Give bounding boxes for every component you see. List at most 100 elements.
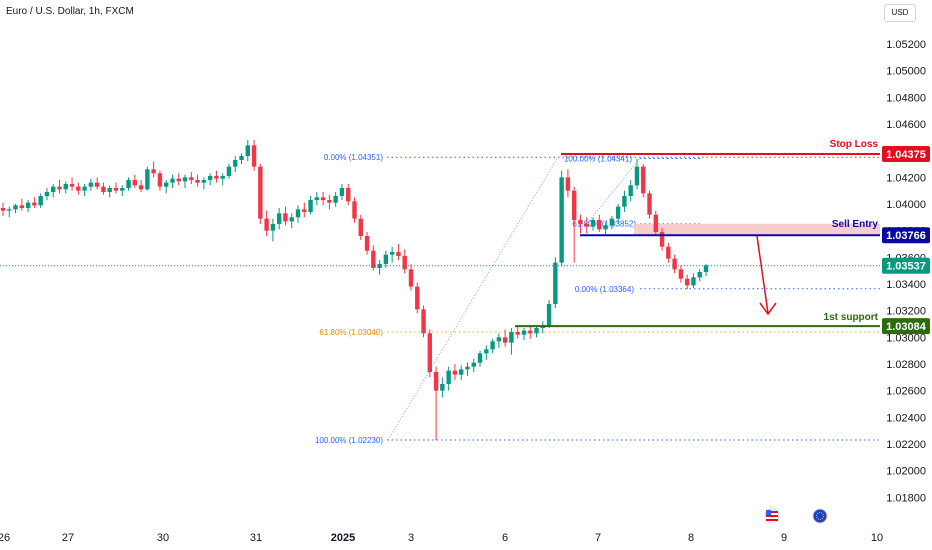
candle-body (459, 369, 464, 375)
stop-loss-label: Stop Loss (830, 139, 879, 150)
candle-body (283, 213, 288, 222)
candle-body (295, 209, 301, 218)
x-tick-label: 2025 (331, 532, 355, 544)
x-tick-label: 7 (595, 532, 601, 544)
y-tick-label: 1.03200 (886, 306, 926, 318)
candle-body (32, 202, 37, 206)
price-tag-label: 1.03537 (886, 261, 926, 273)
candle-body (402, 256, 407, 270)
candle-body (51, 186, 56, 192)
candle-body (509, 332, 514, 343)
candle-body (502, 337, 508, 343)
candle-body (157, 173, 163, 187)
price-tag-bg (882, 318, 930, 335)
candle-body (88, 182, 94, 187)
currency-button[interactable]: USD (884, 4, 916, 22)
candle-body (515, 332, 520, 335)
candle-body (383, 254, 389, 264)
candle-body (57, 186, 62, 190)
y-tick-label: 1.04000 (886, 199, 926, 211)
candle-body (182, 177, 188, 182)
candle-body (684, 278, 690, 286)
us-flag-stripe (766, 511, 778, 513)
fib-label: 61.80% (1.03040) (319, 328, 383, 337)
price-tag-label: 1.03084 (886, 321, 927, 333)
price-tag-bg (882, 257, 930, 274)
candle-body (333, 196, 338, 203)
candle-body (245, 145, 250, 156)
candle-body (440, 384, 445, 391)
candle-body (69, 184, 75, 187)
candle-body (534, 328, 539, 334)
candle-body (289, 217, 294, 222)
candle-body (590, 220, 596, 227)
candle-body (120, 188, 125, 191)
us-flag-stripe (766, 519, 778, 521)
candle-body (452, 370, 458, 375)
candle-body (597, 220, 602, 230)
candle-body (578, 220, 583, 224)
candle-body (377, 264, 382, 268)
candle-body (151, 169, 156, 174)
candle-body (396, 252, 401, 256)
candle-body (276, 213, 282, 224)
candle-body (553, 262, 558, 304)
candle-body (371, 250, 376, 268)
y-tick-label: 1.04200 (886, 172, 926, 184)
candle-body (653, 214, 658, 232)
eu-flag-stars (816, 512, 824, 520)
candle-body (528, 330, 533, 334)
us-flag-canton (766, 510, 771, 515)
fib-trend-line (579, 158, 641, 233)
candle-body (44, 192, 50, 196)
candle-body (559, 177, 564, 263)
y-tick-label: 1.05000 (886, 66, 926, 78)
candle-body (415, 286, 420, 310)
candle-body (603, 225, 608, 230)
x-tick-label: 30 (157, 532, 169, 544)
candle-body (471, 362, 476, 367)
candle-body (364, 236, 370, 251)
candle-body (195, 180, 200, 183)
candle-body (189, 177, 194, 180)
y-tick-label: 1.02200 (886, 439, 926, 451)
candle-body (163, 182, 169, 187)
candle-body (678, 269, 684, 279)
candle-body (565, 177, 571, 191)
sell-entry-label: Sell Entry (832, 219, 879, 230)
price-tag-label: 1.03766 (886, 230, 926, 242)
candle-body (427, 333, 433, 372)
x-tick-label: 9 (781, 532, 787, 544)
candle-body (421, 309, 426, 334)
chart-title: Euro / U.S. Dollar, 1h, FXCM (6, 6, 134, 17)
candle-body (264, 218, 269, 231)
candle-body (546, 304, 552, 326)
candle-body (94, 182, 100, 187)
candle-body (82, 186, 87, 191)
candle-body (691, 277, 696, 286)
candle-body (38, 196, 43, 206)
fib-trend-line (387, 156, 559, 441)
sell-zone-box (634, 223, 880, 236)
candle-body (484, 349, 489, 354)
candle-body (63, 184, 68, 190)
eu-flag-icon (812, 508, 828, 524)
y-tick-label: 1.02000 (886, 466, 926, 478)
down-arrow-head (759, 302, 777, 316)
candle-body (19, 205, 25, 208)
candle-body (126, 180, 131, 188)
y-tick-label: 1.04800 (886, 92, 926, 104)
candle-body (521, 330, 527, 335)
candle-body (320, 197, 326, 200)
candle-body (13, 205, 18, 210)
candle-body (0, 208, 6, 211)
y-tick-label: 1.05200 (886, 39, 926, 51)
candle-body (226, 166, 232, 176)
price-tag-label: 1.04375 (886, 149, 926, 161)
candle-body (641, 166, 646, 194)
candle-body (314, 197, 320, 200)
x-tick-label: 10 (871, 532, 883, 544)
candle-body (145, 169, 150, 190)
candle-body (258, 166, 263, 219)
